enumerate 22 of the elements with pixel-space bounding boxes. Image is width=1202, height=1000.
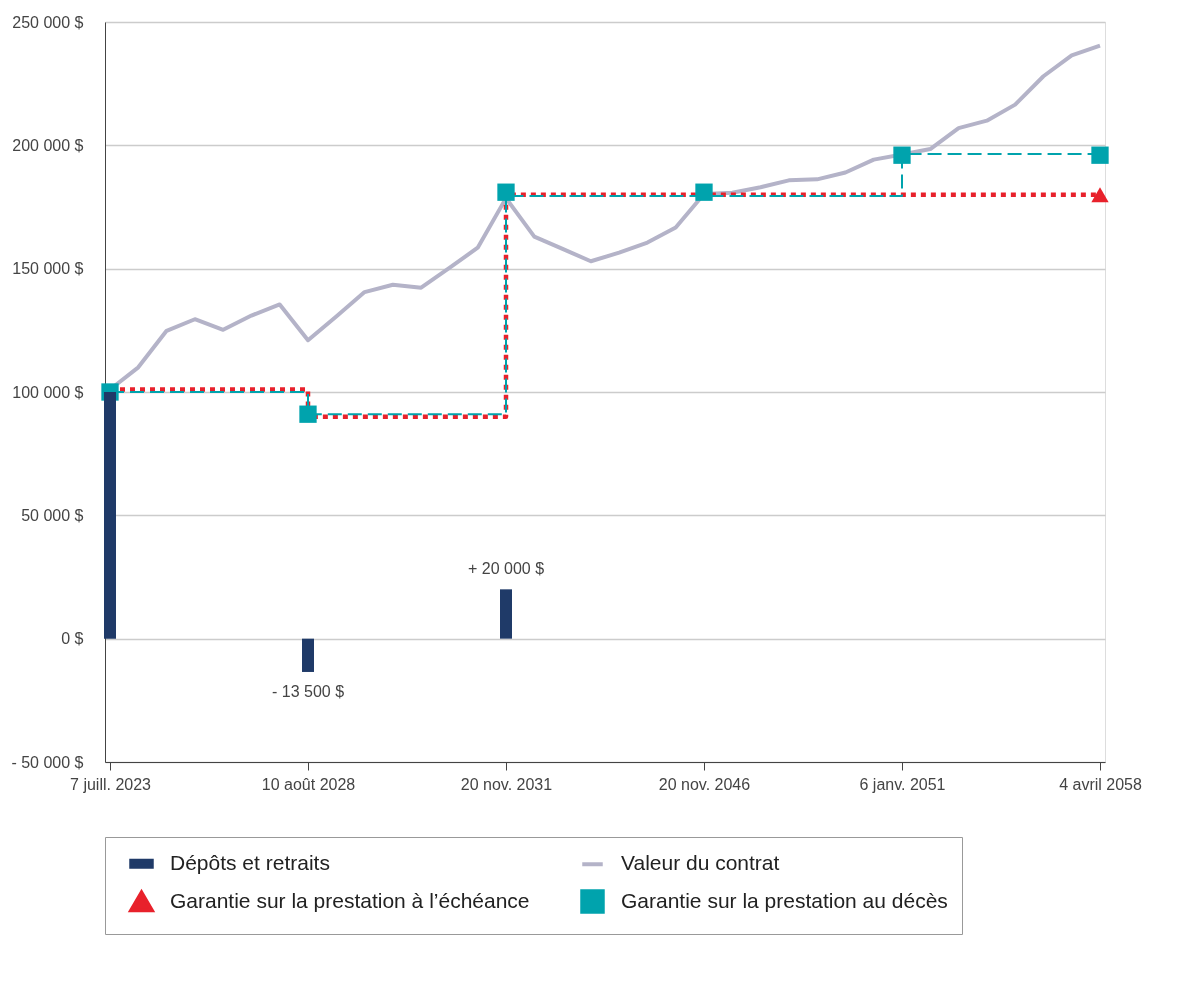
bar xyxy=(500,589,512,639)
x-tick-label: 6 janv. 2051 xyxy=(859,775,946,793)
legend-label: Valeur du contrat xyxy=(621,851,780,875)
x-tick-label: 20 nov. 2046 xyxy=(658,775,751,793)
bar xyxy=(302,638,314,672)
legend-label: Garantie sur la prestation au décès xyxy=(621,888,948,912)
x-tick-label: 10 août 2028 xyxy=(261,775,356,793)
x-tick-label: 4 avril 2058 xyxy=(1059,775,1142,793)
y-tick-label: 200 000 $ xyxy=(12,136,84,154)
data-label: + 20 000 $ xyxy=(467,560,545,578)
bar xyxy=(104,392,116,639)
data-label: - 13 500 $ xyxy=(271,682,345,700)
y-tick-label: 100 000 $ xyxy=(12,383,84,401)
y-tick-label: 150 000 $ xyxy=(12,260,84,278)
y-tick-label: - 50 000 $ xyxy=(11,753,84,771)
y-tick-label: 0 $ xyxy=(61,630,84,648)
y-tick-label: 250 000 $ xyxy=(12,13,84,31)
x-tick-label: 20 nov. 2031 xyxy=(460,775,553,793)
y-tick-label: 50 000 $ xyxy=(21,506,84,524)
x-tick-label: 7 juill. 2023 xyxy=(70,775,152,793)
legend-label: Garantie sur la prestation à l’échéance xyxy=(170,888,530,912)
legend-label: Dépôts et retraits xyxy=(170,850,330,874)
